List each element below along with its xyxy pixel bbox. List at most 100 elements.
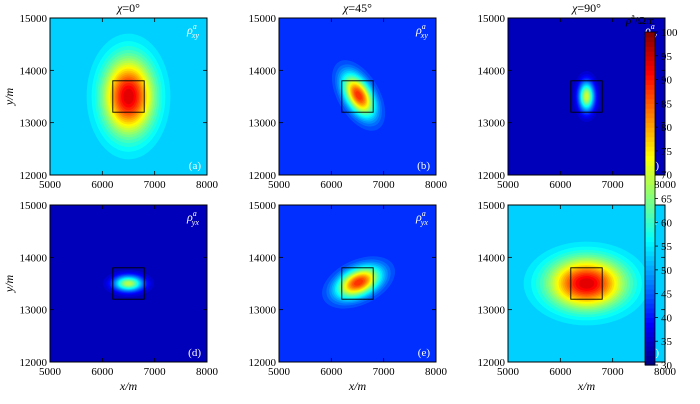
anomaly-box	[570, 267, 603, 300]
x-tick-label: 8000	[196, 179, 219, 191]
y-tick-label: 12000	[249, 357, 277, 369]
y-tick-label: 14000	[20, 65, 48, 77]
colorbar-tick-label: 30	[661, 360, 673, 372]
field-contour	[584, 93, 589, 100]
colorbar-segment	[645, 36, 655, 43]
x-tick-label: 7000	[144, 179, 167, 191]
colorbar-tick-label: 95	[661, 51, 673, 63]
y-tick-label: 15000	[478, 13, 506, 25]
y-tick-label: 12000	[478, 170, 506, 182]
colorbar-segment	[645, 208, 655, 214]
colorbar-segment	[645, 322, 655, 328]
colorbar-segment	[645, 288, 655, 295]
x-tick-label: 6000	[91, 366, 114, 378]
x-tick-label: 8000	[425, 179, 448, 191]
colorbar-segment	[645, 303, 655, 309]
colorbar-segment	[645, 203, 655, 209]
colorbar-segment	[645, 131, 655, 138]
panel-label: (a)	[189, 160, 202, 172]
colorbar-tick-label: 60	[661, 217, 673, 229]
panel-label: (b)	[417, 160, 430, 172]
colorbar-segment	[645, 341, 655, 347]
colorbar-segment	[645, 198, 655, 204]
colorbar-segment	[645, 246, 655, 252]
colorbar-segment	[645, 98, 655, 104]
x-tick-label: 7000	[373, 179, 396, 191]
colorbar-tick-label: 90	[661, 75, 673, 87]
colorbar-segment	[645, 174, 655, 181]
y-tick-label: 13000	[20, 118, 48, 130]
x-tick-label: 5000	[497, 179, 520, 191]
column-title: χ=45°	[342, 1, 372, 15]
colorbar-segment	[645, 46, 655, 52]
panel-frame	[49, 204, 208, 363]
y-tick-label: 12000	[478, 357, 506, 369]
panel-frame	[49, 17, 208, 176]
colorbar-tick-label: 75	[661, 146, 673, 158]
colorbar-segment	[645, 74, 655, 81]
colorbar-segment	[645, 32, 655, 38]
colorbar-segment	[645, 231, 655, 238]
panel-frame	[278, 204, 437, 363]
colorbar-segment	[645, 41, 655, 47]
field-contour	[578, 278, 595, 289]
colorbar-segment	[645, 169, 655, 176]
colorbar-segment	[645, 84, 655, 90]
x-axis-label: x/m	[348, 379, 367, 393]
column-title: χ=90°	[571, 1, 601, 15]
colorbar-tick-label: 40	[661, 312, 673, 324]
y-tick-label: 15000	[249, 200, 277, 212]
y-tick-label: 13000	[20, 305, 48, 317]
x-tick-label: 6000	[549, 366, 572, 378]
x-tick-label: 8000	[196, 366, 219, 378]
colorbar-segment	[645, 222, 655, 228]
colorbar-segment	[645, 117, 655, 123]
colorbar-segment	[645, 360, 655, 366]
colorbar-segment	[645, 146, 655, 152]
colorbar-segment	[645, 60, 655, 66]
anomaly-box	[341, 80, 374, 113]
colorbar-segment	[645, 51, 655, 57]
colorbar-tick-label: 50	[661, 265, 673, 277]
y-tick-label: 12000	[20, 170, 48, 182]
y-tick-label: 13000	[478, 118, 506, 130]
x-tick-label: 6000	[320, 179, 343, 191]
panel-b	[279, 18, 436, 175]
panel-e	[279, 205, 436, 362]
x-axis-label: x/m	[577, 379, 596, 393]
y-tick-label: 13000	[249, 118, 277, 130]
x-tick-label: 5000	[39, 179, 62, 191]
colorbar-segment	[645, 274, 655, 280]
y-tick-label: 12000	[249, 170, 277, 182]
y-axis-label: y/m	[2, 275, 16, 294]
y-axis-label: y/m	[2, 88, 16, 107]
panel-label: (e)	[418, 347, 431, 359]
colorbar-segment	[645, 265, 655, 271]
y-tick-label: 15000	[20, 200, 48, 212]
colorbar-segment	[645, 336, 655, 342]
panel-d	[50, 205, 207, 362]
panel-frame	[278, 17, 437, 176]
x-tick-label: 5000	[39, 366, 62, 378]
y-tick-label: 14000	[249, 252, 277, 264]
colorbar-tick-label: 55	[661, 241, 673, 253]
colorbar-segment	[645, 241, 655, 247]
panel-a	[50, 18, 207, 175]
colorbar-segment	[645, 269, 655, 276]
colorbar-tick-label: 35	[661, 336, 673, 348]
y-tick-label: 15000	[20, 13, 48, 25]
colorbar-segment	[645, 284, 655, 290]
column-title: χ=0°	[116, 1, 140, 15]
y-tick-label: 12000	[20, 357, 48, 369]
x-tick-label: 6000	[320, 366, 343, 378]
colorbar-segment	[645, 217, 655, 223]
x-axis-label: x/m	[119, 379, 138, 393]
colorbar-segment	[645, 212, 655, 219]
anomaly-box	[570, 80, 603, 113]
colorbar-segment	[645, 193, 655, 200]
x-tick-label: 5000	[497, 366, 520, 378]
colorbar-segment	[645, 279, 655, 285]
x-tick-label: 5000	[268, 366, 291, 378]
